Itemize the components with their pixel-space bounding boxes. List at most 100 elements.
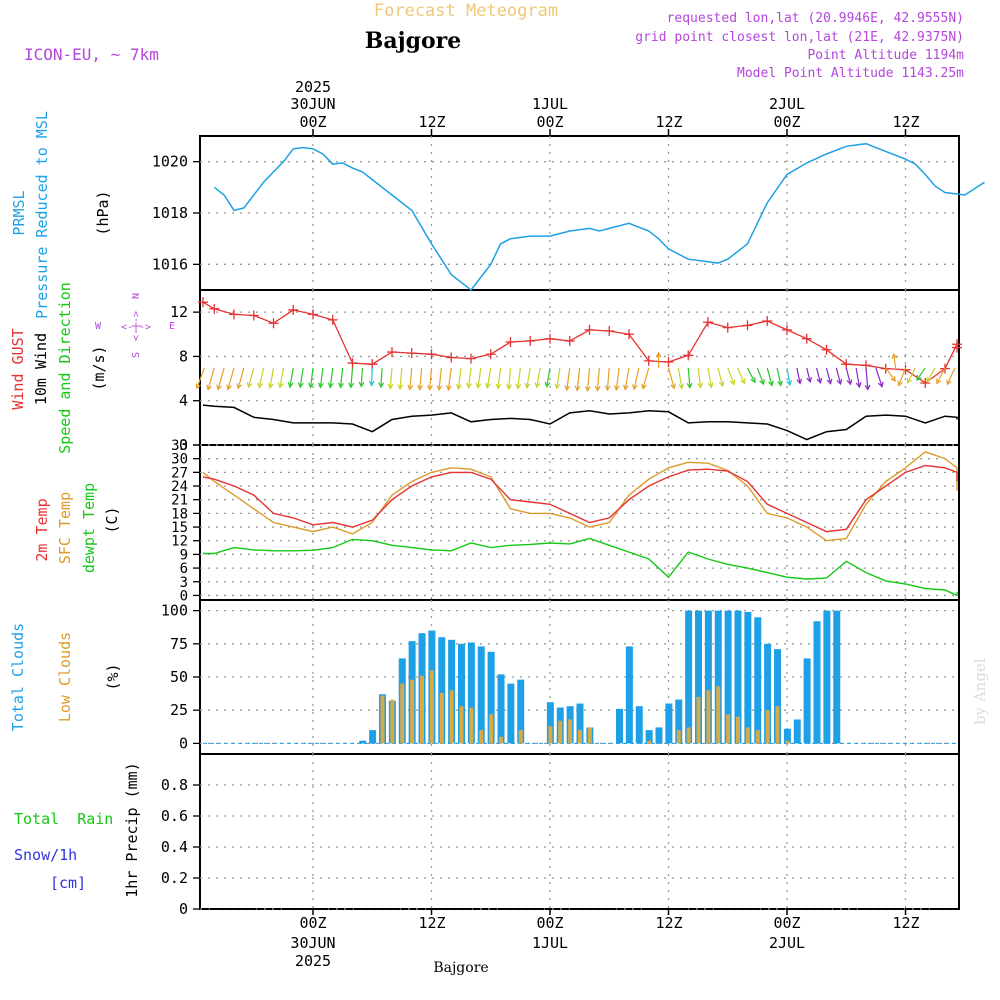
total-cloud-bar xyxy=(783,728,791,744)
temp-ytick-label: 6 xyxy=(180,561,188,577)
wind-arrow xyxy=(667,367,675,389)
low-cloud-bar xyxy=(400,683,405,744)
low-cloud-bar xyxy=(745,727,750,744)
cloud-labels: Total Clouds Low Clouds (%) xyxy=(9,623,122,731)
wind-arrow xyxy=(766,367,773,386)
wind-arrowhead xyxy=(641,383,647,390)
wind-arrowhead xyxy=(670,383,676,390)
wind-arrowhead xyxy=(623,384,629,391)
total-cloud-bar xyxy=(695,610,702,744)
total-cloud-bar xyxy=(655,727,663,744)
gust-marker xyxy=(624,329,634,340)
temp-label-2m: 2m Temp xyxy=(33,498,51,561)
precip-ytick-label: 0.4 xyxy=(161,838,188,856)
wind-arrow xyxy=(946,367,956,385)
low-cloud-bar xyxy=(755,730,760,744)
wind-arrow xyxy=(380,367,383,388)
pressure-line xyxy=(213,142,985,292)
low-cloud-bar xyxy=(518,730,523,744)
wind-arrow xyxy=(697,367,702,388)
cloud-label-low: Low Clouds xyxy=(56,632,74,722)
cloud-ytick-label: 100 xyxy=(161,602,188,620)
gust-marker xyxy=(604,325,615,336)
wind-arrow xyxy=(419,367,423,390)
wind-arrow xyxy=(606,367,610,391)
low-cloud-bar xyxy=(390,699,395,744)
wind-arrowhead xyxy=(816,377,823,385)
wind-arrowhead xyxy=(216,384,222,391)
wind-arrow xyxy=(429,367,433,390)
wind-arrowhead xyxy=(718,381,725,388)
top-tick-4: 12Z xyxy=(655,113,682,131)
wind-arrowhead xyxy=(246,382,253,389)
total-cloud-bar xyxy=(507,683,515,744)
wind-arrowhead xyxy=(297,382,304,389)
wind-unit: (m/s) xyxy=(90,345,108,390)
wind-arrow xyxy=(707,367,712,388)
wind-arrowhead xyxy=(729,379,736,386)
top-date-2: 1JUL xyxy=(532,95,568,113)
wind-arrow xyxy=(477,367,482,388)
gust-marker xyxy=(347,358,358,369)
wind-arrow xyxy=(258,367,265,388)
wind-arrow xyxy=(329,367,334,388)
pressure-ytick-label: 1018 xyxy=(152,204,188,222)
wind-arrowhead xyxy=(387,383,394,390)
wind-arrow xyxy=(247,367,255,388)
low-cloud-bar xyxy=(736,716,740,744)
total-cloud-bar xyxy=(487,651,495,744)
wind-arrowhead xyxy=(777,380,783,387)
temp-ytick-label: 3 xyxy=(180,575,188,591)
wind-arrow xyxy=(508,367,512,389)
wind-arrowhead xyxy=(613,384,620,392)
total-cloud-bar xyxy=(764,643,772,744)
wind-arrowhead xyxy=(236,383,243,390)
pressure-label-prmsl: PRMSL xyxy=(10,190,28,235)
gust-marker xyxy=(952,342,962,353)
wind-arrowhead xyxy=(826,378,833,385)
bottom-tick-2: 12Z xyxy=(418,914,445,932)
wind-arrow xyxy=(776,367,782,386)
bottom-date-1: 30JUN xyxy=(290,934,335,952)
wind-arrowhead xyxy=(678,383,685,390)
total-cloud-bar xyxy=(546,702,554,744)
title: Forecast Meteogram xyxy=(374,1,558,21)
compass-h-arrows: <-|-> xyxy=(121,322,151,333)
temp-ytick-label: 0 xyxy=(180,588,188,604)
temp-label-sfc: SFC Temp xyxy=(56,492,74,564)
wind-arrow xyxy=(409,367,413,390)
gust-marker xyxy=(268,318,279,329)
wind-arrow xyxy=(309,367,314,388)
total-cloud-bar xyxy=(704,610,712,744)
wind-arrowhead xyxy=(407,384,414,391)
wind-arrow xyxy=(319,367,324,388)
sfc-temp-line xyxy=(202,451,958,542)
compass-n: N xyxy=(131,293,142,299)
compass-w: W xyxy=(95,321,102,332)
bottom-tick-1: 00Z xyxy=(299,914,326,932)
wind-arrowhead xyxy=(445,385,452,392)
total-cloud-bar xyxy=(803,658,811,744)
top-tick-6: 12Z xyxy=(892,113,919,131)
total-cloud-bar xyxy=(576,703,584,744)
wind-arrow xyxy=(916,367,926,381)
precip-label-cm: [cm] xyxy=(50,874,86,892)
low-cloud-bar xyxy=(785,740,790,744)
wind-ytick-label: 12 xyxy=(170,303,188,321)
wind-arrowhead xyxy=(524,382,531,390)
wind-arrowhead xyxy=(378,382,385,389)
top-tick-5: 00Z xyxy=(773,113,800,131)
total-cloud-bar xyxy=(467,642,475,744)
low-cloud-bar xyxy=(587,727,592,744)
temp-ytick-label: 33 xyxy=(171,438,188,454)
requested-coords: requested lon,lat (20.9946E, 42.9555N) xyxy=(667,11,964,26)
wind-arrowhead xyxy=(926,376,932,383)
gust-marker xyxy=(327,314,338,325)
wind-arrowhead xyxy=(226,384,232,391)
low-cloud-bar xyxy=(449,690,454,744)
gust-marker xyxy=(742,320,753,331)
wind-arrowhead xyxy=(318,382,324,389)
total-cloud-bar xyxy=(616,708,623,744)
wind-arrow xyxy=(360,367,363,387)
compass-s: S xyxy=(131,352,142,358)
